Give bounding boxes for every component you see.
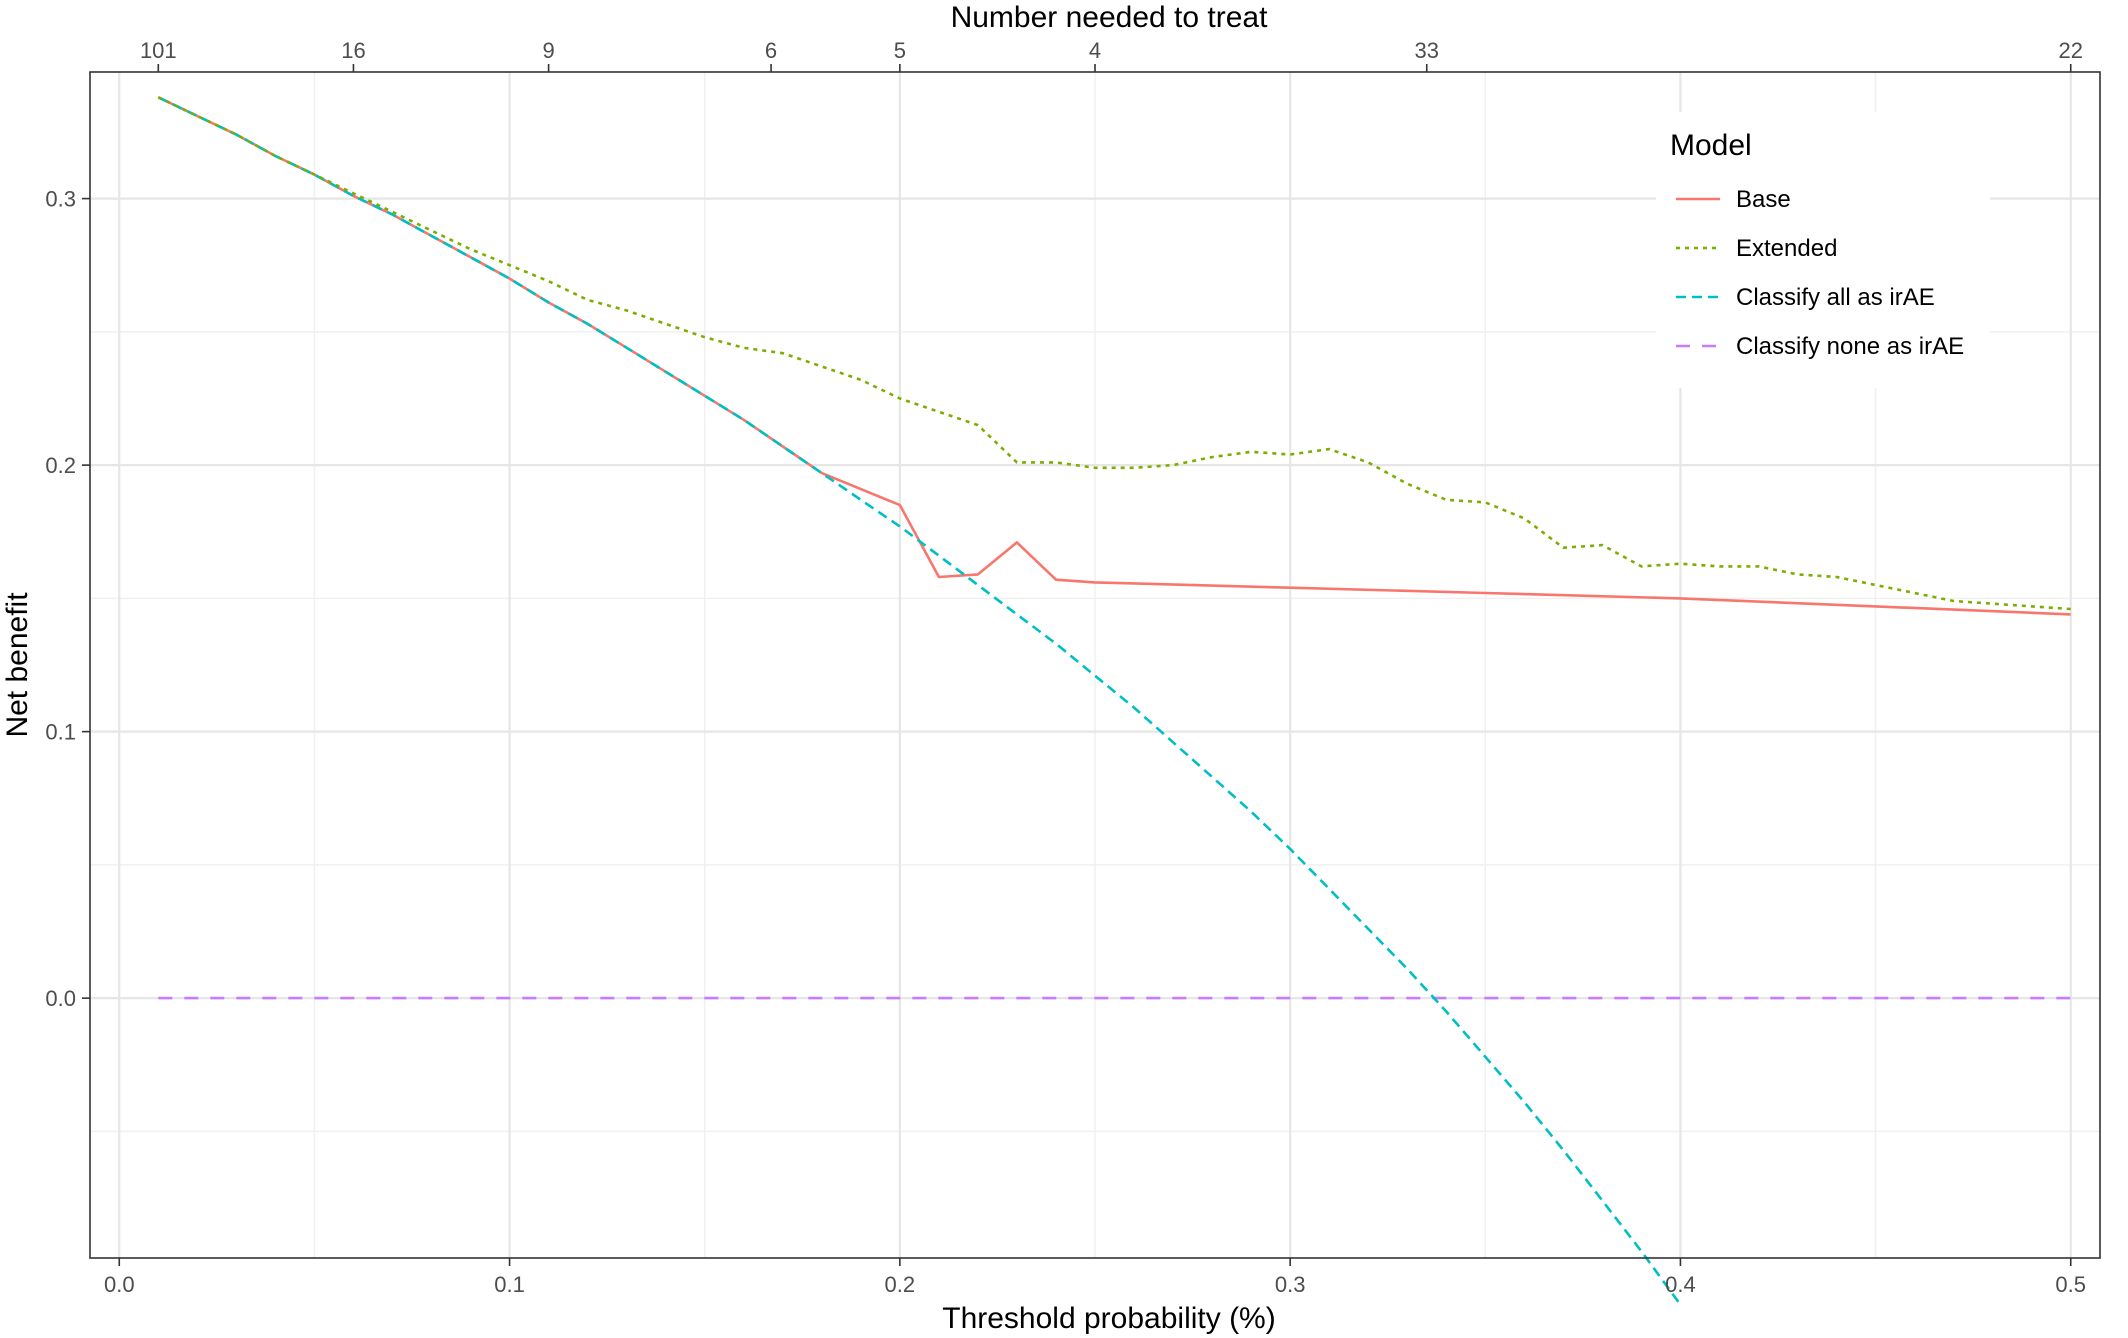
x-tick-label: 0.5 [2055,1272,2086,1297]
x-axis-bottom: 0.0 0.1 0.2 0.3 0.4 0.5 [104,1258,2086,1297]
x-tick-label: 0.0 [104,1272,135,1297]
x-axis-title: Threshold probability (%) [942,1302,1275,1335]
y-tick-label: 0.2 [45,453,76,478]
legend-label-2: Extended [1736,235,1837,262]
legend: Model Base Extended Classify all as irAE Cl… [1656,112,1990,388]
legend-background [1656,112,1990,388]
top-tick-label: 5 [894,38,906,63]
legend-label-3: Classify all as irAE [1736,284,1935,311]
legend-title: Model [1670,129,1752,162]
top-tick-label: 6 [765,38,777,63]
legend-items: Base Extended Classify all as irAE Classify… [1676,186,1964,360]
top-axis-title: Number needed to treat [951,1,1269,34]
top-tick-label: 4 [1089,38,1101,63]
x-tick-label: 0.3 [1275,1272,1306,1297]
y-axis-title: Net benefit [1,592,34,738]
y-tick-label: 0.0 [45,986,76,1011]
x-tick-label: 0.1 [494,1272,525,1297]
x-tick-label: 0.2 [885,1272,916,1297]
legend-label-4: Classify none as irAE [1736,333,1964,360]
series-line-2 [157,96,2071,611]
series-line-3 [157,96,1682,1306]
y-tick-label: 0.3 [45,187,76,212]
y-axis-left: 0.0 0.1 0.2 0.3 [45,187,90,1011]
top-tick-label: 9 [542,38,554,63]
y-tick-label: 0.1 [45,720,76,745]
x-axis-top: 101 16 9 6 5 4 33 22 [140,38,2083,72]
top-tick-label: 22 [2058,38,2082,63]
top-tick-label: 16 [341,38,365,63]
x-tick-label: 0.4 [1665,1272,1696,1297]
series-lines [157,96,2071,1306]
legend-label-1: Base [1736,186,1791,213]
top-tick-label: 101 [140,38,177,63]
top-tick-label: 33 [1415,38,1439,63]
